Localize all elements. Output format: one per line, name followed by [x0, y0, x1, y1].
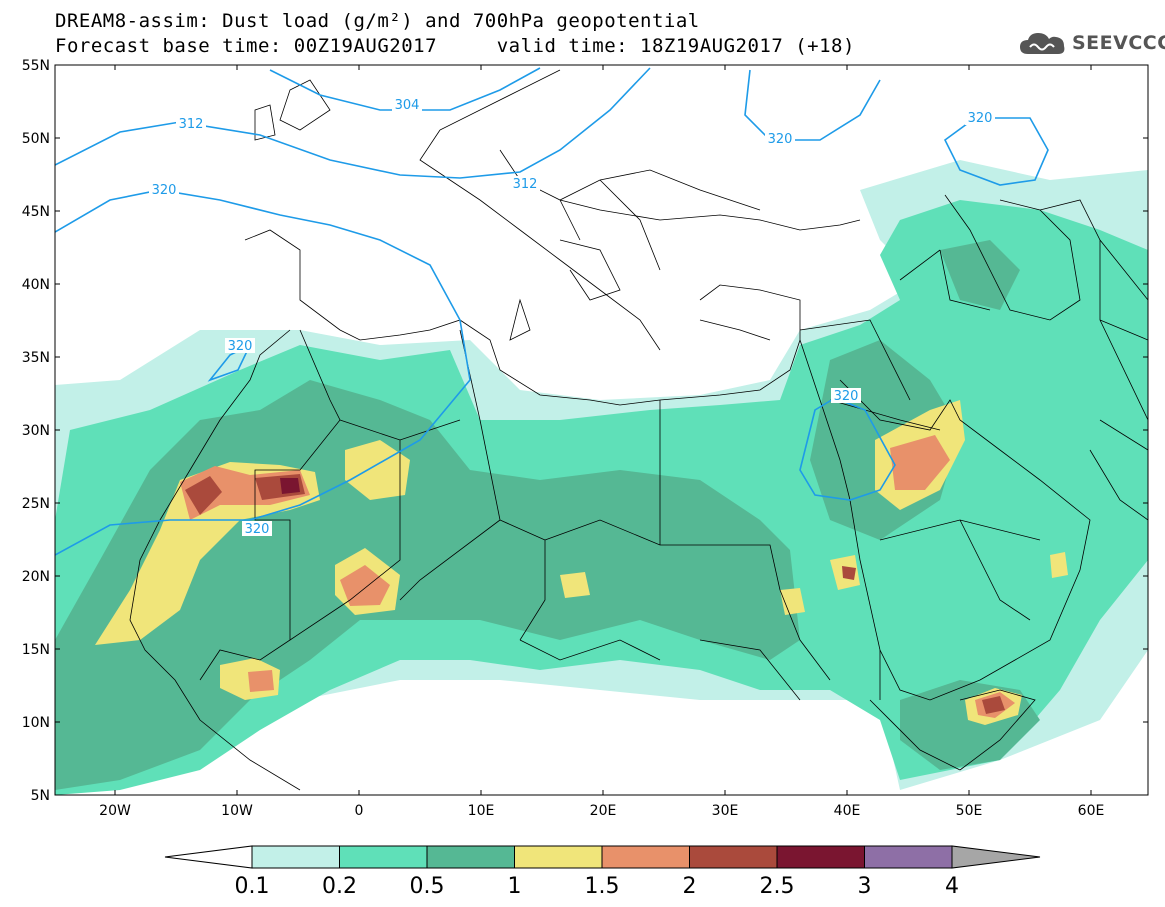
contour-320	[55, 189, 471, 556]
contour-label: 312	[513, 177, 538, 192]
colorbar-tick-label: 1	[508, 874, 522, 899]
coastline	[559, 239, 621, 301]
longitude-label: 30E	[712, 803, 739, 819]
dust-level-1	[95, 462, 320, 645]
latitude-label: 40N	[22, 277, 50, 293]
colorbar-segment	[776, 845, 865, 869]
contour-label: 320	[768, 132, 793, 147]
colorbar-segment	[864, 845, 953, 869]
coastline	[254, 79, 331, 141]
longitude-label: 10W	[221, 803, 253, 819]
latitude-labels: 55N 50N 45N 40N 35N 30N 25N 20N 15N 10N 5N	[22, 58, 50, 804]
coastline	[244, 229, 801, 406]
border	[399, 329, 546, 641]
colorbar-tick-label: 4	[945, 874, 959, 899]
colorbar-segment	[601, 845, 690, 869]
border	[1039, 199, 1148, 421]
border	[199, 329, 341, 681]
dust-level-1.5	[890, 435, 950, 490]
dust-level-1	[1050, 552, 1068, 578]
latitude-label: 50N	[22, 131, 50, 147]
longitude-label: 10E	[468, 803, 495, 819]
dust-level-1	[560, 572, 590, 598]
contour-label: 304	[395, 98, 420, 113]
longitude-label: 60E	[1078, 803, 1105, 819]
colorbar-tick-label: 2.5	[760, 874, 795, 899]
coastline	[559, 199, 861, 231]
dust-level-1.5	[248, 670, 274, 692]
colorbar-tick-label: 1.5	[585, 874, 620, 899]
dust-level-0.5	[940, 240, 1020, 310]
dust-level-2	[185, 476, 222, 515]
dust-level-2.5	[280, 478, 300, 494]
border	[1089, 419, 1148, 521]
border	[699, 589, 831, 701]
latitude-label: 25N	[22, 496, 50, 512]
colorbar-tick-label: 0.2	[322, 874, 357, 899]
colorbar-high-arrow	[951, 845, 1041, 869]
colorbar-segment	[251, 845, 340, 869]
seevccc-logo: SEEVCCC	[1018, 30, 1165, 56]
longitude-label: 0	[355, 803, 364, 819]
colorbar-tick-label: 2	[683, 874, 697, 899]
colorbar-tick-label: 0.1	[235, 874, 270, 899]
contour-label: 320	[834, 389, 859, 404]
dust-level-1.5	[340, 565, 390, 606]
contour-label: 320	[245, 522, 270, 537]
dust-level-2	[842, 566, 856, 580]
contour-label: 312	[179, 117, 204, 132]
latitude-label: 15N	[22, 642, 50, 658]
latitude-label: 55N	[22, 58, 50, 74]
latitude-label: 10N	[22, 715, 50, 731]
colorbar-tick-label: 3	[858, 874, 872, 899]
colorbar-tick-label: 0.5	[410, 874, 445, 899]
coastline	[419, 69, 661, 351]
contour-label: 320	[968, 111, 993, 126]
coastline	[509, 298, 531, 341]
map-title: DREAM8-assim: Dust load (g/m²) and 700hP…	[55, 10, 700, 32]
colorbar: 0.1 0.2 0.5 1 1.5 2 2.5 3 4	[164, 845, 1041, 899]
border	[289, 419, 461, 641]
longitude-label: 50E	[956, 803, 983, 819]
border	[899, 249, 991, 311]
border	[799, 319, 1041, 621]
border	[519, 400, 781, 661]
coastline	[129, 329, 301, 791]
latitude-label: 20N	[22, 569, 50, 585]
forecast-time-line: Forecast base time: 00Z19AUG2017 valid t…	[55, 35, 855, 57]
longitude-labels: 20W 10W 0 10E 20E 30E 40E 50E 60E	[99, 803, 1104, 819]
border	[869, 650, 961, 771]
coastline	[699, 319, 771, 341]
contour-320	[799, 397, 896, 501]
dust-level-1	[780, 588, 805, 615]
coastline	[959, 689, 1036, 771]
latitude-label: 45N	[22, 204, 50, 220]
colorbar-segment	[689, 845, 778, 869]
cloud-icon	[1020, 33, 1065, 54]
dust-shading	[55, 160, 1148, 795]
geopotential-contours	[55, 67, 1049, 556]
longitude-label: 40E	[834, 803, 861, 819]
colorbar-low-arrow	[164, 845, 253, 869]
coastline	[944, 194, 1081, 321]
latitude-label: 35N	[22, 350, 50, 366]
contour-label: 320	[152, 183, 177, 198]
dust-level-2	[982, 696, 1005, 714]
latitude-label: 5N	[31, 788, 50, 804]
longitude-label: 20W	[99, 803, 131, 819]
latitude-label: 30N	[22, 423, 50, 439]
contour-label: 320	[228, 339, 253, 354]
longitude-label: 20E	[590, 803, 617, 819]
logo-text: SEEVCCC	[1072, 32, 1165, 54]
contour-labels: 304 312 312 320 320 320 320 320 320	[149, 97, 995, 537]
contour-312	[55, 67, 651, 179]
colorbar-segment	[339, 845, 428, 869]
colorbar-segment	[426, 845, 515, 869]
axis-ticks	[55, 64, 1148, 796]
colorbar-segment	[514, 845, 603, 869]
